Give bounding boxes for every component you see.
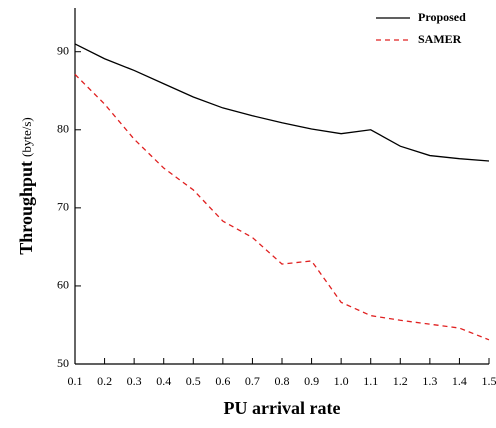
x-tick-label: 0.1 <box>68 374 83 388</box>
y-tick-label: 70 <box>57 200 69 214</box>
y-tick-label: 80 <box>57 122 69 136</box>
x-tick-label: 1.3 <box>422 374 437 388</box>
x-tick-label: 0.8 <box>275 374 290 388</box>
series-line <box>75 44 489 161</box>
x-tick-label: 0.9 <box>304 374 319 388</box>
legend-label: SAMER <box>418 32 462 46</box>
y-axis-title: Throughput <box>16 161 36 255</box>
x-tick-label: 1.4 <box>452 374 467 388</box>
x-axis-label: PU arrival rate <box>224 398 341 418</box>
series-line <box>75 74 489 339</box>
x-tick-label: 0.7 <box>245 374 260 388</box>
x-tick-label: 0.2 <box>97 374 112 388</box>
y-axis-label: Throughput (byte/s) <box>16 117 36 254</box>
x-tick-label: 0.6 <box>215 374 230 388</box>
x-tick-label: 0.5 <box>186 374 201 388</box>
x-tick-label: 0.3 <box>127 374 142 388</box>
y-tick-label: 50 <box>57 356 69 370</box>
x-tick-label: 1.2 <box>393 374 408 388</box>
x-tick-label: 1.0 <box>334 374 349 388</box>
y-tick-label: 60 <box>57 278 69 292</box>
x-tick-label: 1.5 <box>482 374 496 388</box>
legend-label: Proposed <box>418 10 466 24</box>
y-axis-unit: (byte/s) <box>19 117 34 157</box>
x-tick-label: 1.1 <box>363 374 378 388</box>
y-tick-label: 90 <box>57 43 69 57</box>
x-tick-label: 0.4 <box>156 374 171 388</box>
